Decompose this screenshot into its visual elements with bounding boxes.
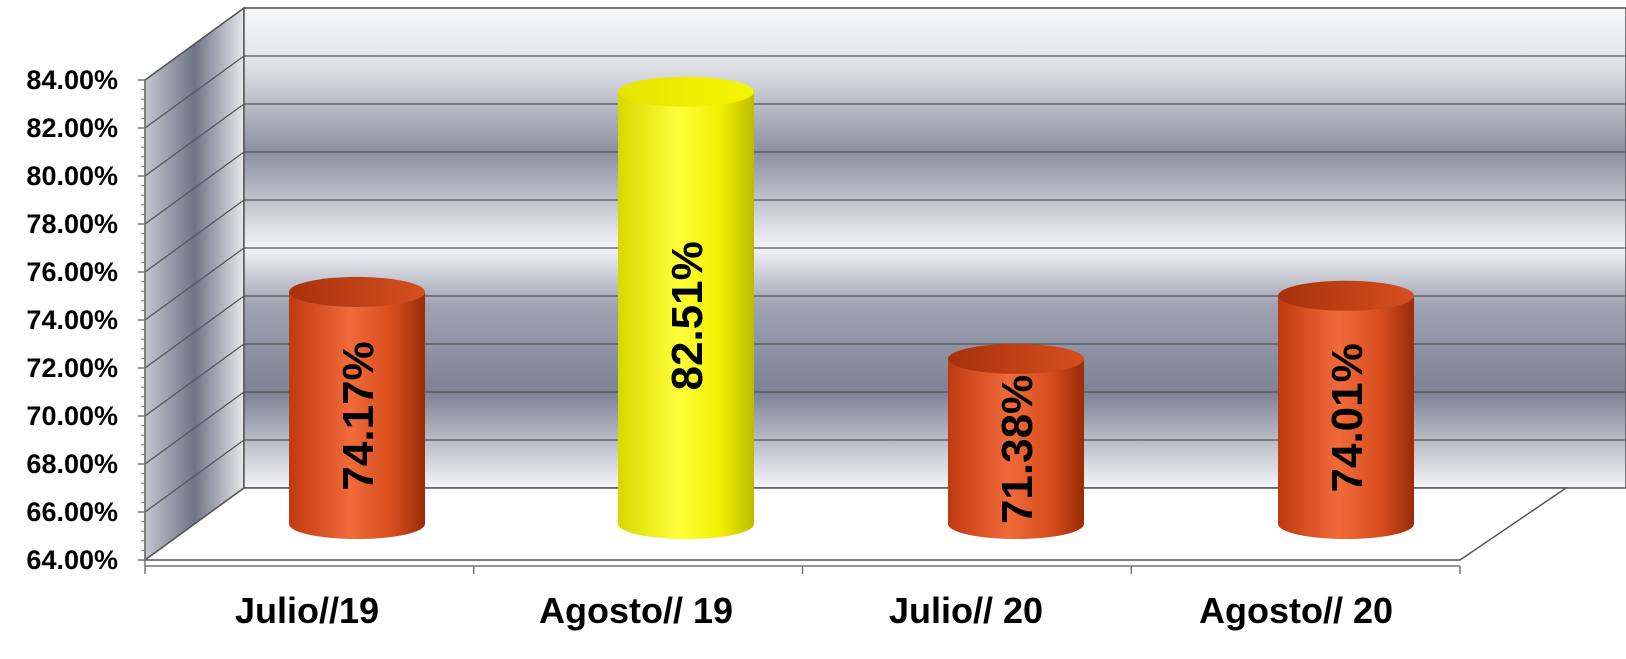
y-tick-label: 76.00% [26,257,118,287]
y-tick-label: 80.00% [26,161,118,191]
bar-top [1278,280,1414,311]
x-tick-label: Julio//19 [235,590,379,631]
gridline-side [144,343,245,417]
x-tick-label: Agosto// 20 [1199,590,1393,631]
gridline-side [144,103,245,177]
gridline-side [144,7,245,81]
bar-4: 74.01% [1278,280,1414,539]
gridline-side [144,439,245,513]
y-tick-labels: 64.00% 66.00% 68.00% 70.00% 72.00% 74.00% 76.0… [26,65,118,575]
y-tick-label: 72.00% [26,353,118,383]
y-axis [138,79,146,566]
y-tick-label: 82.00% [26,113,118,143]
y-tick-label: 70.00% [26,401,118,431]
bar-3: 71.38% [948,343,1084,539]
data-label: 74.17% [334,341,383,490]
bar-top [948,343,1084,374]
x-tick-label: Julio// 20 [889,590,1043,631]
data-label: 71.38% [993,375,1042,524]
bar-top [618,76,754,107]
gridline-side [144,199,245,273]
y-tick-label: 68.00% [26,449,118,479]
bar-1: 74.17% [289,276,425,539]
y-tick-label: 78.00% [26,209,118,239]
bar-body [289,291,425,539]
gridline-side [144,247,245,321]
bar-body [618,91,754,539]
x-tick-labels: Julio//19 Agosto// 19 Julio// 20 Agosto// 2… [235,590,1393,631]
x-tick-label: Agosto// 19 [539,590,733,631]
gridline-side [144,55,245,129]
gridline-side [144,295,245,369]
gridline-side [144,391,245,465]
bar-body [1278,295,1414,539]
bar-2: 82.51% [618,76,754,539]
y-tick-label: 64.00% [26,545,118,575]
bar-body [948,358,1084,539]
data-label: 74.01% [1323,343,1372,492]
gridline-side [144,151,245,225]
x-axis [144,565,1461,574]
bars: 74.17% 82.51% 71.38% 74.01% [289,76,1414,539]
bar-top [289,276,425,307]
data-label: 82.51% [663,241,712,390]
floor [142,487,1569,561]
y-tick-label: 74.00% [26,305,118,335]
y-tick-label: 84.00% [26,65,118,95]
y-tick-label: 66.00% [26,497,118,527]
